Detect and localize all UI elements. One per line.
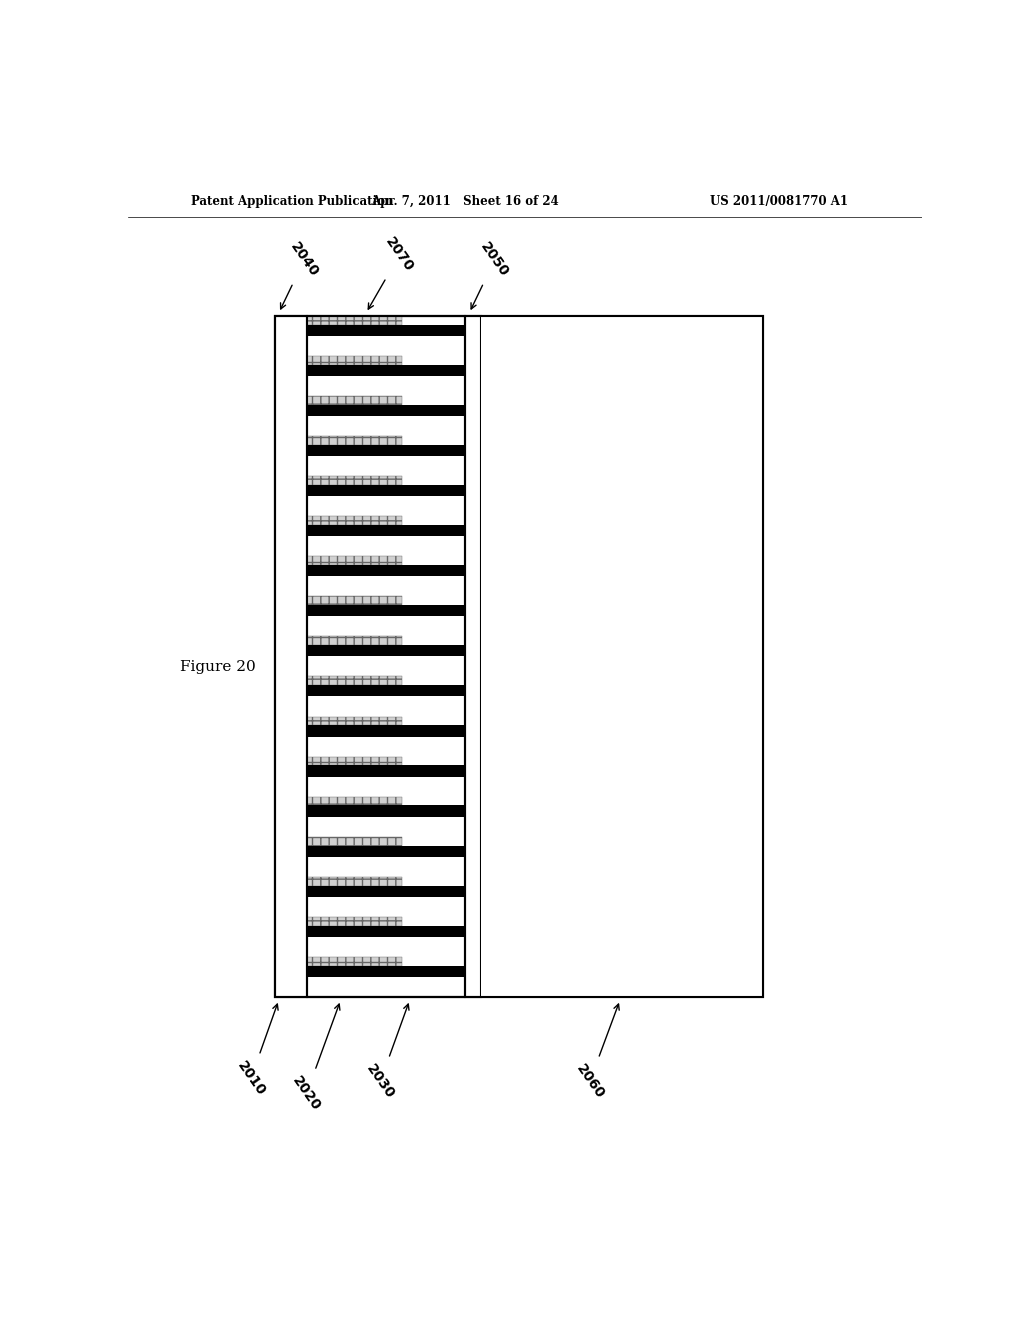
- Bar: [306, 636, 401, 645]
- Bar: [306, 356, 401, 364]
- Text: US 2011/0081770 A1: US 2011/0081770 A1: [710, 194, 848, 207]
- Bar: [306, 645, 465, 656]
- Bar: [306, 556, 401, 565]
- Bar: [306, 565, 465, 577]
- Bar: [274, 315, 306, 997]
- Text: Figure 20: Figure 20: [179, 660, 255, 673]
- Bar: [306, 917, 401, 925]
- Bar: [481, 315, 763, 997]
- Text: 2020: 2020: [290, 1005, 340, 1113]
- Bar: [306, 325, 465, 337]
- Bar: [306, 477, 401, 484]
- Bar: [306, 597, 401, 605]
- Text: 2050: 2050: [471, 240, 512, 309]
- Bar: [274, 315, 763, 997]
- Bar: [306, 676, 401, 685]
- Bar: [306, 805, 465, 817]
- Bar: [306, 876, 401, 886]
- Bar: [274, 315, 763, 997]
- Bar: [306, 484, 465, 496]
- Bar: [306, 436, 401, 445]
- Bar: [306, 837, 401, 846]
- Text: Patent Application Publication: Patent Application Publication: [191, 194, 394, 207]
- Bar: [306, 846, 465, 857]
- Bar: [306, 364, 465, 376]
- Bar: [306, 966, 465, 977]
- Bar: [306, 525, 465, 536]
- Bar: [306, 405, 465, 416]
- Text: 2070: 2070: [369, 235, 416, 309]
- Bar: [306, 766, 465, 776]
- Text: Apr. 7, 2011   Sheet 16 of 24: Apr. 7, 2011 Sheet 16 of 24: [372, 194, 559, 207]
- Bar: [306, 886, 465, 896]
- Text: 2010: 2010: [234, 1005, 279, 1098]
- Bar: [306, 725, 465, 737]
- Bar: [306, 756, 401, 766]
- Text: 2030: 2030: [364, 1005, 409, 1101]
- Bar: [306, 445, 465, 457]
- Bar: [306, 925, 465, 937]
- Bar: [306, 396, 401, 405]
- Bar: [465, 315, 481, 997]
- Bar: [306, 685, 465, 697]
- Bar: [306, 516, 401, 525]
- Bar: [306, 315, 465, 997]
- Bar: [306, 957, 401, 966]
- Bar: [306, 797, 401, 805]
- Text: 2060: 2060: [573, 1005, 620, 1101]
- Bar: [306, 605, 465, 616]
- Bar: [306, 315, 401, 325]
- Bar: [306, 717, 401, 725]
- Text: 2040: 2040: [281, 240, 322, 309]
